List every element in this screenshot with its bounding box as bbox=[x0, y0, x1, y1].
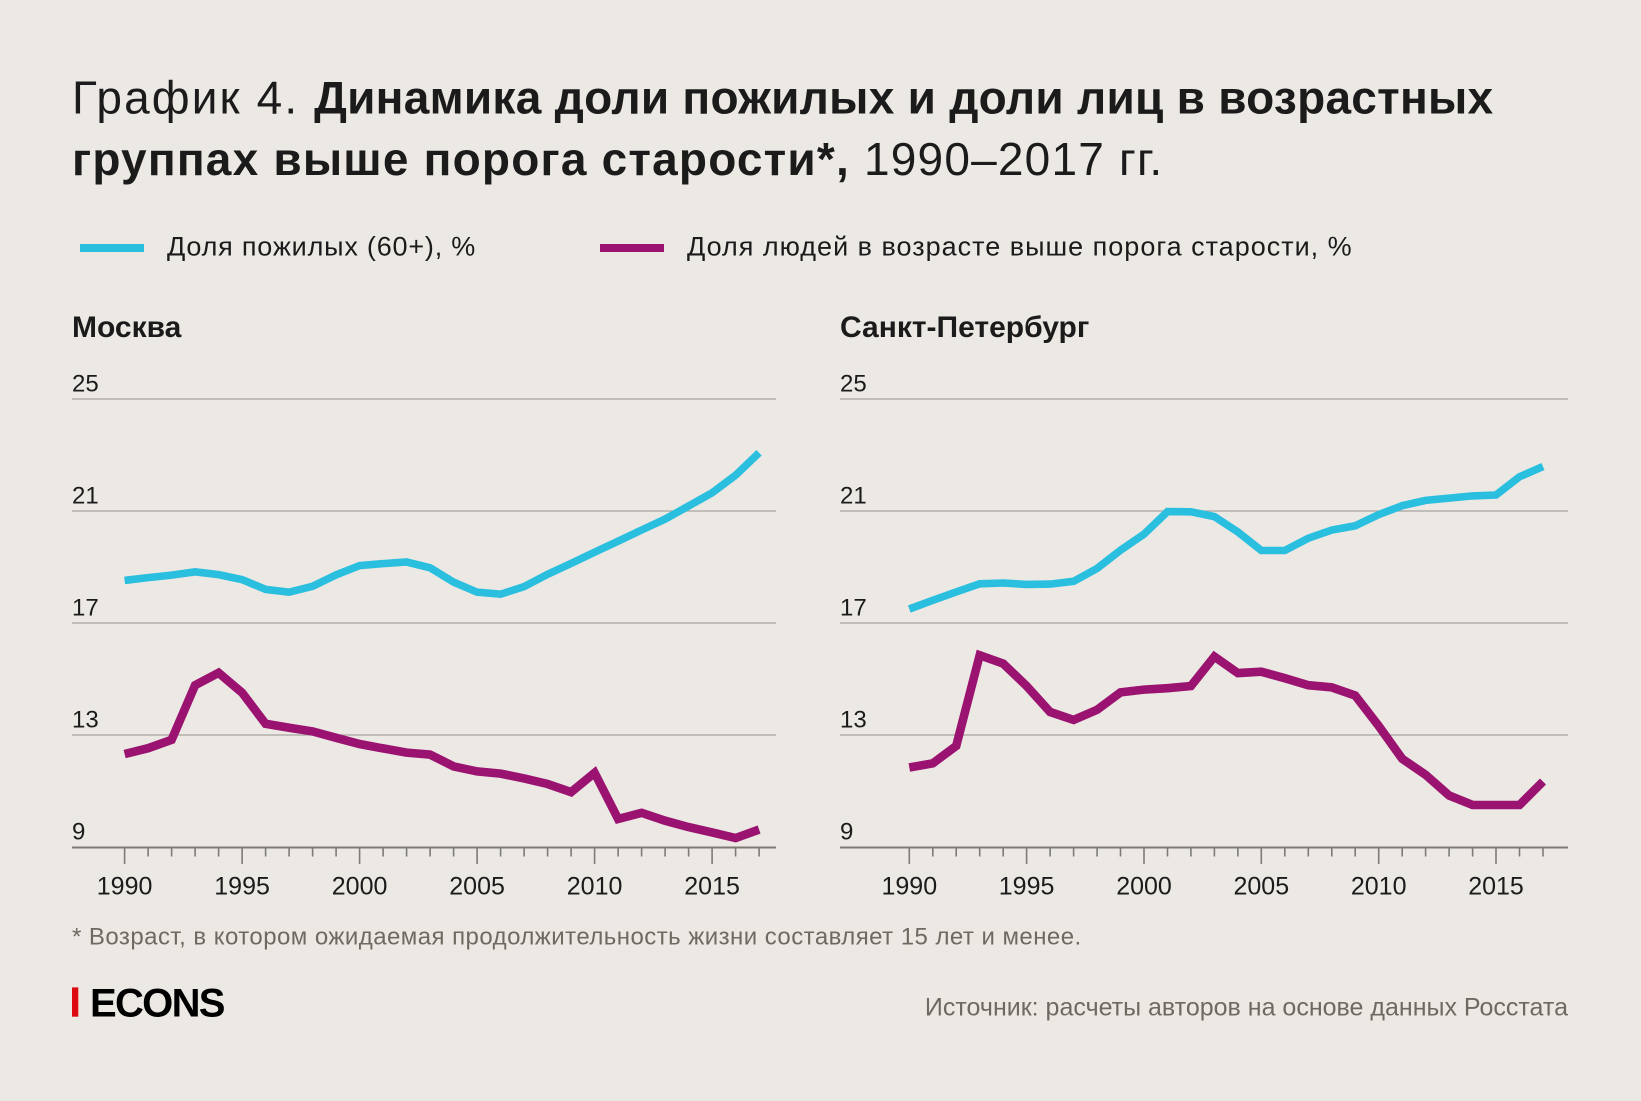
svg-text:группах выше порога старости*,: группах выше порога старости*, 1990–2017… bbox=[72, 133, 1163, 185]
svg-text:1995: 1995 bbox=[999, 873, 1055, 901]
svg-text:2005: 2005 bbox=[449, 873, 505, 901]
svg-text:17: 17 bbox=[840, 595, 867, 622]
svg-text:2010: 2010 bbox=[567, 873, 623, 901]
svg-text:21: 21 bbox=[72, 483, 99, 510]
svg-text:13: 13 bbox=[840, 707, 867, 734]
svg-text:2010: 2010 bbox=[1351, 873, 1407, 901]
svg-text:2000: 2000 bbox=[332, 873, 388, 901]
svg-text:2015: 2015 bbox=[684, 873, 740, 901]
svg-text:Москва: Москва bbox=[72, 311, 182, 344]
svg-text:25: 25 bbox=[72, 371, 99, 398]
svg-text:21: 21 bbox=[840, 483, 867, 510]
svg-text:25: 25 bbox=[840, 371, 867, 398]
svg-text:* Возраст, в котором ожидаемая: * Возраст, в котором ожидаемая продолжит… bbox=[72, 923, 1082, 950]
svg-text:1990: 1990 bbox=[881, 873, 937, 901]
svg-text:2005: 2005 bbox=[1233, 873, 1289, 901]
svg-text:17: 17 bbox=[72, 595, 99, 622]
svg-text:Источник: расчеты авторов на о: Источник: расчеты авторов на основе данн… bbox=[925, 993, 1568, 1021]
svg-text:График 4. Динамика доли пожилы: График 4. Динамика доли пожилых и доли л… bbox=[72, 72, 1494, 124]
svg-text:2015: 2015 bbox=[1468, 873, 1524, 901]
svg-text:1990: 1990 bbox=[97, 873, 153, 901]
svg-text:ECONS: ECONS bbox=[90, 982, 225, 1026]
svg-text:Доля пожилых (60+), %: Доля пожилых (60+), % bbox=[167, 232, 476, 262]
svg-text:1995: 1995 bbox=[214, 873, 270, 901]
svg-text:9: 9 bbox=[840, 819, 853, 846]
svg-text:9: 9 bbox=[72, 819, 85, 846]
svg-text:Доля людей в возрасте выше пор: Доля людей в возрасте выше порога старос… bbox=[687, 232, 1353, 262]
svg-text:13: 13 bbox=[72, 707, 99, 734]
svg-text:2000: 2000 bbox=[1116, 873, 1172, 901]
svg-text:Санкт-Петербург: Санкт-Петербург bbox=[840, 311, 1089, 344]
